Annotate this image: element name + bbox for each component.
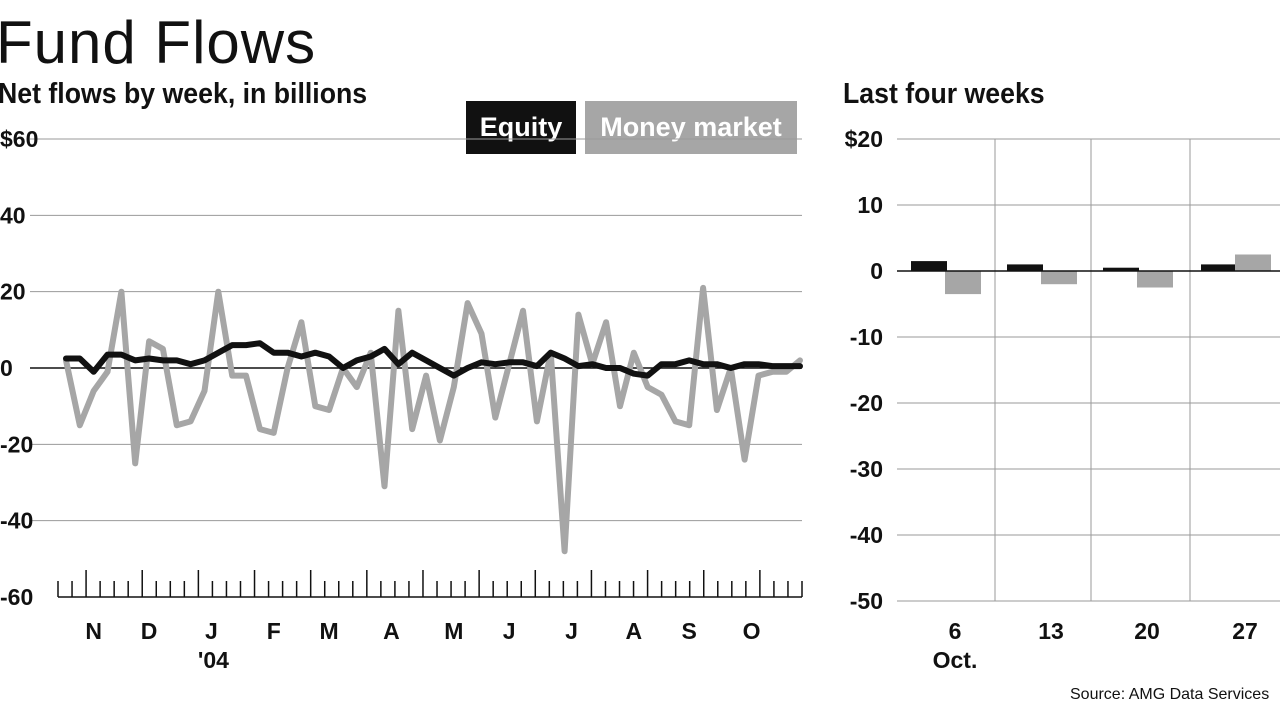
x-tick-label: N (85, 618, 102, 644)
y-tick-label: $60 (0, 126, 38, 152)
x-sub-label: Oct. (933, 647, 978, 673)
x-tick-label: F (267, 618, 281, 644)
y-tick-label: 0 (870, 258, 883, 284)
money-market-bar (1137, 271, 1173, 288)
x-tick-label: J (205, 618, 218, 644)
source-note: Source: AMG Data Services (1070, 686, 1270, 703)
y-tick-label: $20 (845, 126, 883, 152)
y-tick-label: -60 (0, 584, 33, 610)
equity-bar (1007, 264, 1043, 271)
x-tick-label: 6 (949, 618, 962, 644)
y-tick-label: -20 (850, 390, 883, 416)
left-chart-subtitle: Net flows by week, in billions (0, 78, 368, 110)
money-market-bar (945, 271, 981, 295)
equity-bar (1103, 267, 1139, 271)
right-chart-subtitle: Last four weeks (843, 78, 1045, 110)
x-tick-label: 20 (1134, 618, 1160, 644)
money-market-bar (1235, 254, 1271, 271)
x-tick-label: O (743, 618, 761, 644)
money-market-series-line (63, 284, 803, 555)
y-tick-label: -40 (0, 508, 33, 534)
y-tick-label: 0 (0, 355, 13, 381)
x-tick-label: D (141, 618, 158, 644)
x-tick-label: S (682, 618, 697, 644)
x-tick-label: M (320, 618, 339, 644)
x-tick-label: 27 (1232, 618, 1258, 644)
x-tick-label: 13 (1038, 618, 1064, 644)
y-tick-label: -40 (850, 522, 883, 548)
x-tick-label: J (503, 618, 516, 644)
equity-bar (1201, 264, 1237, 271)
money-market-bar (1041, 271, 1077, 285)
equity-bar (911, 261, 947, 271)
x-tick-label: J (565, 618, 578, 644)
legend-money-market: Money market (585, 101, 797, 154)
x-tick-label: A (625, 618, 642, 644)
x-tick-label: A (383, 618, 400, 644)
y-tick-label: -20 (0, 431, 33, 457)
x-year-label: '04 (198, 647, 229, 673)
x-tick-label: M (444, 618, 463, 644)
chart-title: Fund Flows (0, 9, 317, 76)
y-tick-label: -10 (850, 324, 883, 350)
equity-series-line (63, 340, 803, 379)
y-tick-label: 10 (857, 192, 883, 218)
legend-equity: Equity (466, 101, 576, 154)
y-tick-label: -50 (850, 588, 883, 614)
y-tick-label: 40 (0, 202, 26, 228)
y-tick-label: -30 (850, 456, 883, 482)
y-tick-label: 20 (0, 279, 26, 305)
